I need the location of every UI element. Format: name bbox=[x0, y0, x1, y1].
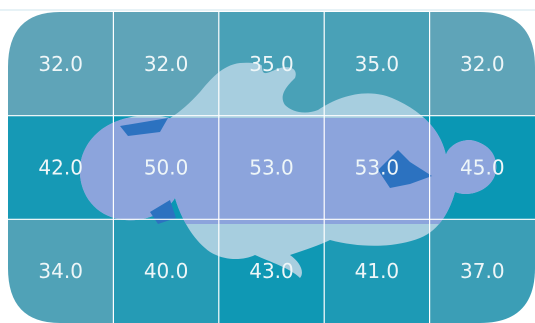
cell-value-r0-c1: 32.0 bbox=[144, 52, 189, 76]
cell-value-r2-c2: 43.0 bbox=[249, 259, 294, 283]
cell-value-r1-c2: 53.0 bbox=[249, 156, 294, 180]
cell-value-r0-c0: 32.0 bbox=[38, 52, 83, 76]
hand-accent bbox=[378, 150, 432, 188]
cell-value-r1-c3: 53.0 bbox=[355, 156, 400, 180]
cell-value-r1-c4: 45.0 bbox=[460, 156, 505, 180]
heatmap-cell-r0-c4 bbox=[429, 12, 535, 117]
cell-value-r1-c1: 50.0 bbox=[144, 156, 189, 180]
cell-value-r2-c0: 34.0 bbox=[38, 259, 83, 283]
heatmap-cell-r2-c4 bbox=[429, 219, 535, 323]
cell-value-r2-c1: 40.0 bbox=[144, 259, 189, 283]
heatmap-grid bbox=[8, 12, 535, 323]
heatmap-labels: 32.0 32.0 35.0 35.0 32.0 42.0 50.0 53.0 53.0 45.0… bbox=[38, 52, 504, 283]
baby-silhouette-icon bbox=[79, 62, 497, 279]
heatmap-cell-r2-c0 bbox=[8, 219, 114, 323]
cell-value-r0-c3: 35.0 bbox=[355, 52, 400, 76]
arm-accent bbox=[150, 200, 176, 224]
cell-value-r1-c0: 42.0 bbox=[38, 156, 83, 180]
cell-value-r2-c3: 41.0 bbox=[355, 259, 400, 283]
cell-value-r2-c4: 37.0 bbox=[460, 259, 505, 283]
cell-value-r0-c2: 35.0 bbox=[249, 52, 294, 76]
heatmap-cell-r0-c0 bbox=[8, 12, 114, 117]
shoulder-accent bbox=[120, 118, 168, 136]
cell-value-r0-c4: 32.0 bbox=[460, 52, 505, 76]
